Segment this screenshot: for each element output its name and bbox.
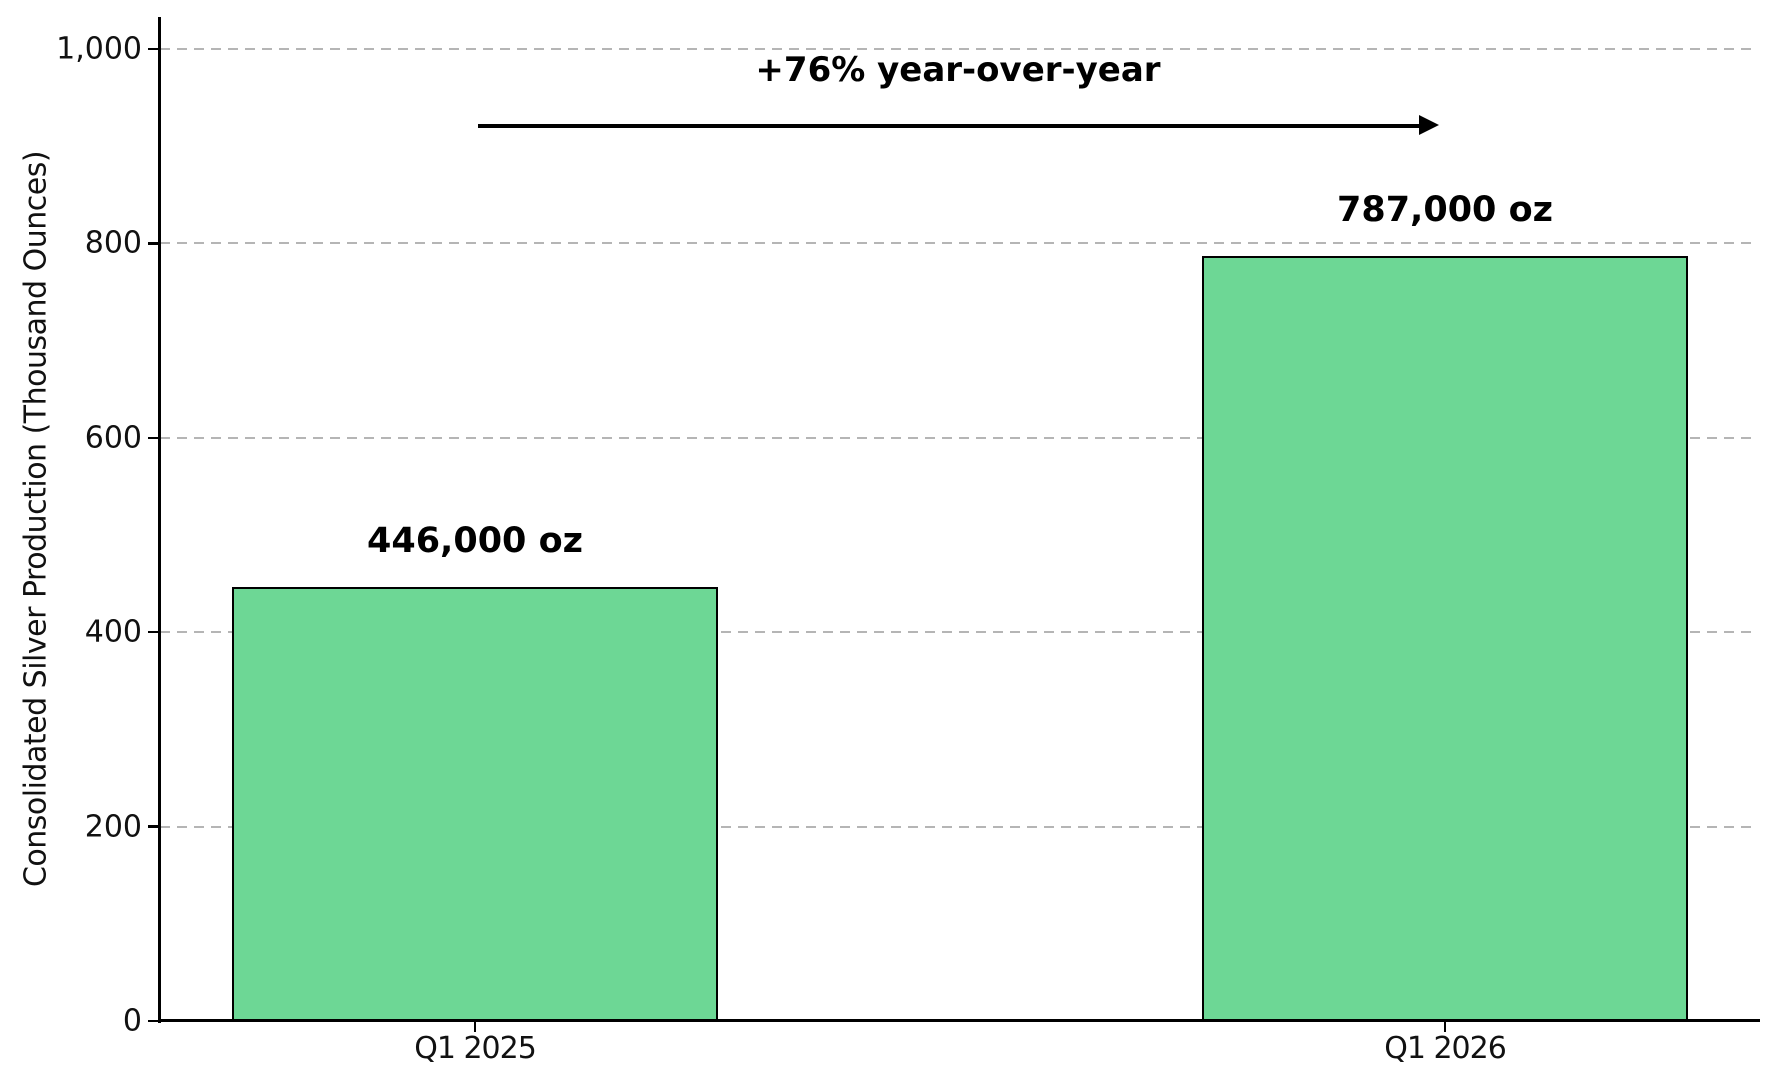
y-tick-label: 800 <box>84 225 142 261</box>
y-tick-mark <box>148 825 158 828</box>
bar-value-label: 446,000 oz <box>366 521 584 562</box>
y-tick-mark <box>148 242 158 245</box>
x-axis-spine <box>158 1019 1760 1022</box>
y-tick-mark <box>148 1019 158 1023</box>
y-axis-label: Consolidated Silver Production (Thousand… <box>18 150 54 888</box>
gridline-y-800 <box>160 242 1758 245</box>
y-tick-label: 400 <box>84 614 142 650</box>
gridline-y-1000 <box>160 48 1758 50</box>
y-axis-spine <box>158 17 161 1023</box>
y-tick-label: 200 <box>84 809 142 845</box>
y-tick-label: 0 <box>122 1003 142 1039</box>
gridline-y-400 <box>160 631 1758 634</box>
yoy-arrow-line <box>478 124 1422 128</box>
gridline-y-200 <box>160 825 1758 828</box>
bar-q1-2025 <box>232 587 718 1022</box>
bar-q1-2026 <box>1202 256 1688 1022</box>
x-tick-label: Q1 2026 <box>1384 1031 1507 1066</box>
yoy-annotation-text: +76% year-over-year <box>755 50 1161 90</box>
gridline-y-600 <box>160 436 1758 439</box>
yoy-arrow-head-icon <box>1419 115 1439 135</box>
x-tick-label: Q1 2025 <box>414 1031 537 1066</box>
y-tick-mark <box>148 436 158 440</box>
x-tick-mark <box>1443 1022 1447 1032</box>
y-tick-mark <box>148 47 158 51</box>
y-tick-label: 1,000 <box>56 31 142 67</box>
bar-value-label: 787,000 oz <box>1336 190 1554 231</box>
y-tick-label: 600 <box>84 420 142 456</box>
x-tick-mark <box>473 1022 477 1032</box>
y-tick-mark <box>148 630 158 634</box>
